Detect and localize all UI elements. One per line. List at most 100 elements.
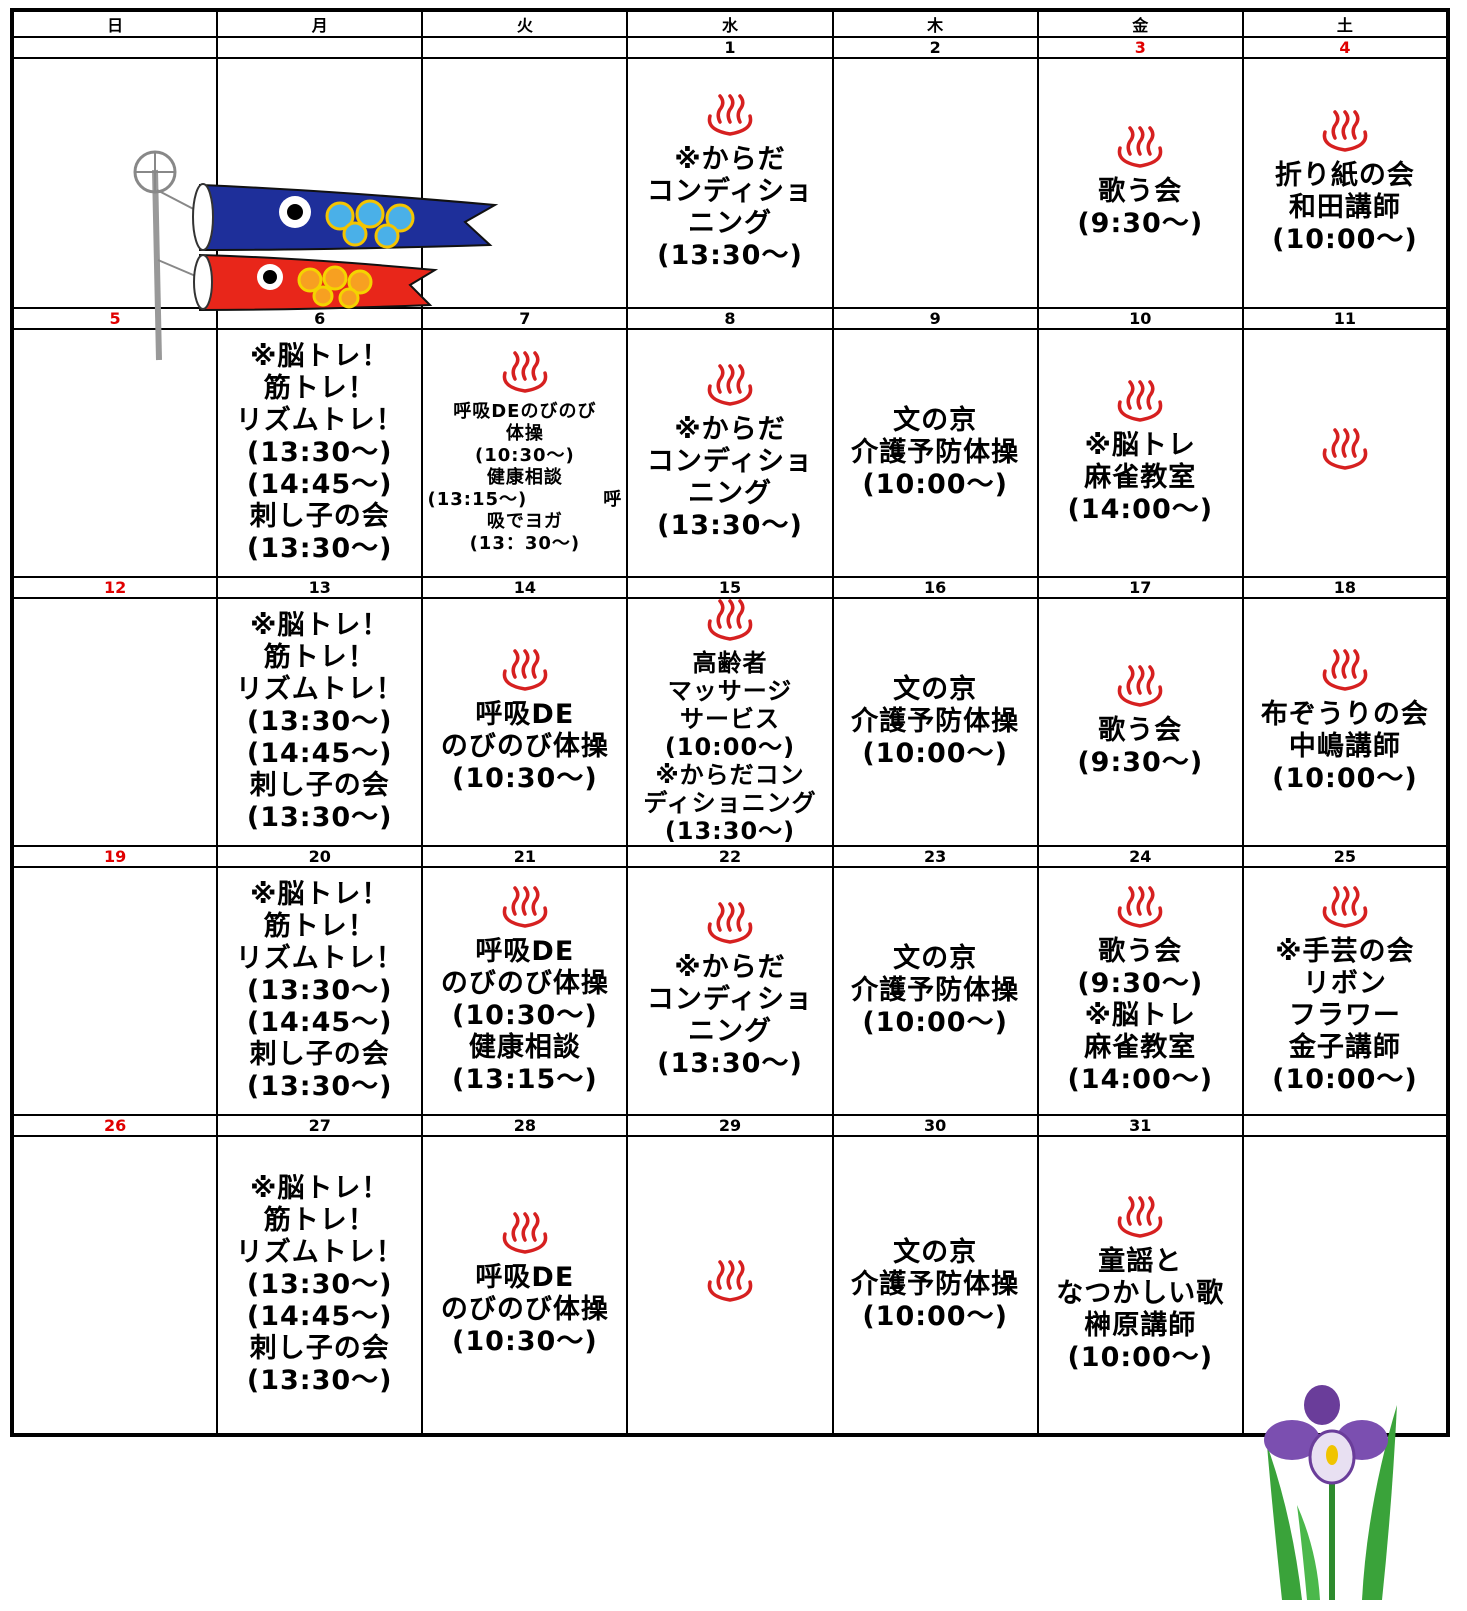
event-line: (10:00～) — [1272, 1064, 1418, 1095]
onsen-icon — [702, 94, 758, 144]
event-box: 文の京 介護予防体操 (10:00～) — [835, 331, 1036, 575]
date-cell: 12 — [10, 576, 219, 599]
date-cell: 8 — [626, 307, 834, 330]
event-box: ※からだ コンディショ ニング (13:30～) — [629, 60, 830, 306]
date-row: 19 20 21 22 23 24 25 — [10, 845, 1450, 868]
event-line: 刺し子の会 — [249, 770, 390, 801]
event-line: 文の京 — [893, 943, 978, 974]
event-line: (9:30～) — [1077, 968, 1204, 999]
event-line: (13:30～) — [246, 437, 393, 468]
date-cell: 1 — [626, 36, 834, 59]
content-cell: 歌う会 (9:30～) — [1036, 57, 1244, 309]
event-line: (14:45～) — [246, 469, 393, 500]
event-line: 刺し子の会 — [249, 1333, 390, 1364]
event-line: ニング — [687, 478, 772, 509]
event-line: (14:45～) — [246, 1007, 393, 1038]
content-cell — [10, 1135, 219, 1436]
event-box: ※脳トレ！ 筋トレ！ リズムトレ！ (13:30～) (14:45～) 刺し子の会 (13:… — [219, 600, 420, 844]
event-line: 童謡と — [1098, 1246, 1183, 1277]
event-line: 介護予防体操 — [851, 1269, 1020, 1300]
event-line: (13:30～) — [657, 240, 803, 271]
date-cell: 18 — [1241, 576, 1450, 599]
event-line: 榊原講師 — [1084, 1310, 1197, 1341]
event-box — [14, 331, 215, 575]
event-line: 文の京 — [893, 674, 978, 705]
event-line: 麻雀教室 — [1084, 462, 1197, 493]
content-row: ※からだ コンディショ ニング (13:30～) 歌う会 (9:30～) 折り紙の会 和田講師… — [10, 57, 1450, 309]
weekday-cell: 金 — [1036, 9, 1244, 38]
event-line: (13:30～) — [246, 975, 393, 1006]
onsen-icon — [1112, 886, 1168, 936]
event-line: のびのび体操 — [440, 731, 609, 762]
date-cell: 22 — [626, 845, 834, 868]
content-cell: 呼吸DE のびのび体操 (10:30～) — [421, 1135, 629, 1436]
event-box: ※脳トレ 麻雀教室 (14:00～) — [1040, 331, 1241, 575]
event-line: 筋トレ！ — [263, 373, 376, 404]
content-cell: 文の京 介護予防体操 (10:00～) — [831, 866, 1039, 1116]
event-line: ※からだ — [674, 144, 786, 175]
event-line: 呼吸DEのびのび — [453, 401, 597, 422]
iris-illustration — [1264, 1385, 1397, 1600]
date-cell: 19 — [10, 845, 219, 868]
date-row: 26 27 28 29 30 31 — [10, 1114, 1450, 1137]
event-line: ※手芸の会 — [1275, 936, 1415, 967]
event-line: ※脳トレ！ — [250, 1173, 390, 1204]
date-cell: 23 — [831, 845, 1039, 868]
event-line: リズムトレ！ — [235, 1237, 404, 1268]
content-cell: ※からだ コンディショ ニング (13:30～) — [626, 57, 834, 309]
date-cell: 20 — [216, 845, 424, 868]
date-cell: 4 — [1241, 36, 1450, 59]
content-cell: ※脳トレ！ 筋トレ！ リズムトレ！ (13:30～) (14:45～) 刺し子の会 (13:… — [216, 1135, 424, 1436]
event-line: リズムトレ！ — [235, 674, 404, 705]
event-line: ※脳トレ！ — [250, 341, 390, 372]
content-cell: ※からだ コンディショ ニング (13:30～) — [626, 866, 834, 1116]
weekday-cell: 日 — [10, 9, 219, 38]
onsen-icon — [1112, 126, 1168, 176]
event-line: (13:30～) — [657, 1048, 803, 1079]
event-line: (14:00～) — [1067, 1064, 1214, 1095]
date-cell: 21 — [421, 845, 629, 868]
event-line: コンディショ — [646, 176, 814, 207]
event-line: フラワー — [1288, 1000, 1401, 1031]
event-line: 健康相談 — [468, 1032, 581, 1063]
content-cell — [1241, 1135, 1450, 1436]
date-cell: 7 — [421, 307, 629, 330]
event-line: 歌う会 — [1098, 936, 1183, 967]
event-line: リズムトレ！ — [235, 405, 404, 436]
event-box: 呼吸DE のびのび体操 (10:30～) — [424, 1138, 625, 1433]
onsen-icon — [1112, 665, 1168, 715]
event-line: ※脳トレ — [1084, 1000, 1196, 1031]
event-line: (13：30～) — [469, 533, 581, 554]
event-line: 金子講師 — [1288, 1032, 1401, 1063]
onsen-icon — [497, 649, 553, 699]
onsen-icon — [497, 1212, 553, 1262]
content-cell — [831, 57, 1039, 309]
event-line: ※脳トレ — [1084, 430, 1196, 461]
onsen-icon — [1112, 1196, 1168, 1246]
date-cell: 9 — [831, 307, 1039, 330]
event-line: 筋トレ！ — [263, 1205, 376, 1236]
date-cell: 24 — [1036, 845, 1244, 868]
event-line: 介護予防体操 — [851, 437, 1020, 468]
event-line: ※からだコン — [655, 761, 805, 789]
event-line: ※からだ — [674, 952, 786, 983]
event-line: (10:30～) — [452, 1000, 598, 1031]
onsen-icon — [1317, 428, 1373, 478]
event-line: (10:00～) — [862, 469, 1008, 500]
onsen-icon — [1317, 110, 1373, 160]
event-line: 筋トレ！ — [263, 642, 376, 673]
event-line: (14:45～) — [246, 1301, 393, 1332]
event-line: (13:30～) — [246, 802, 393, 833]
event-line: コンディショ — [646, 446, 814, 477]
event-box — [835, 60, 1036, 306]
event-line: (10:30～) — [452, 1326, 598, 1357]
onsen-icon — [702, 902, 758, 952]
date-cell: 3 — [1036, 36, 1244, 59]
date-cell: 27 — [216, 1114, 424, 1137]
event-line: なつかしい歌 — [1056, 1278, 1225, 1309]
content-row: ※脳トレ！ 筋トレ！ リズムトレ！ (13:30～) (14:45～) 刺し子の会 (13:… — [10, 1135, 1450, 1436]
event-line: リズムトレ！ — [235, 943, 404, 974]
event-line: 体操 — [505, 423, 544, 444]
event-line: 介護予防体操 — [851, 975, 1020, 1006]
event-line: (14:45～) — [246, 738, 393, 769]
